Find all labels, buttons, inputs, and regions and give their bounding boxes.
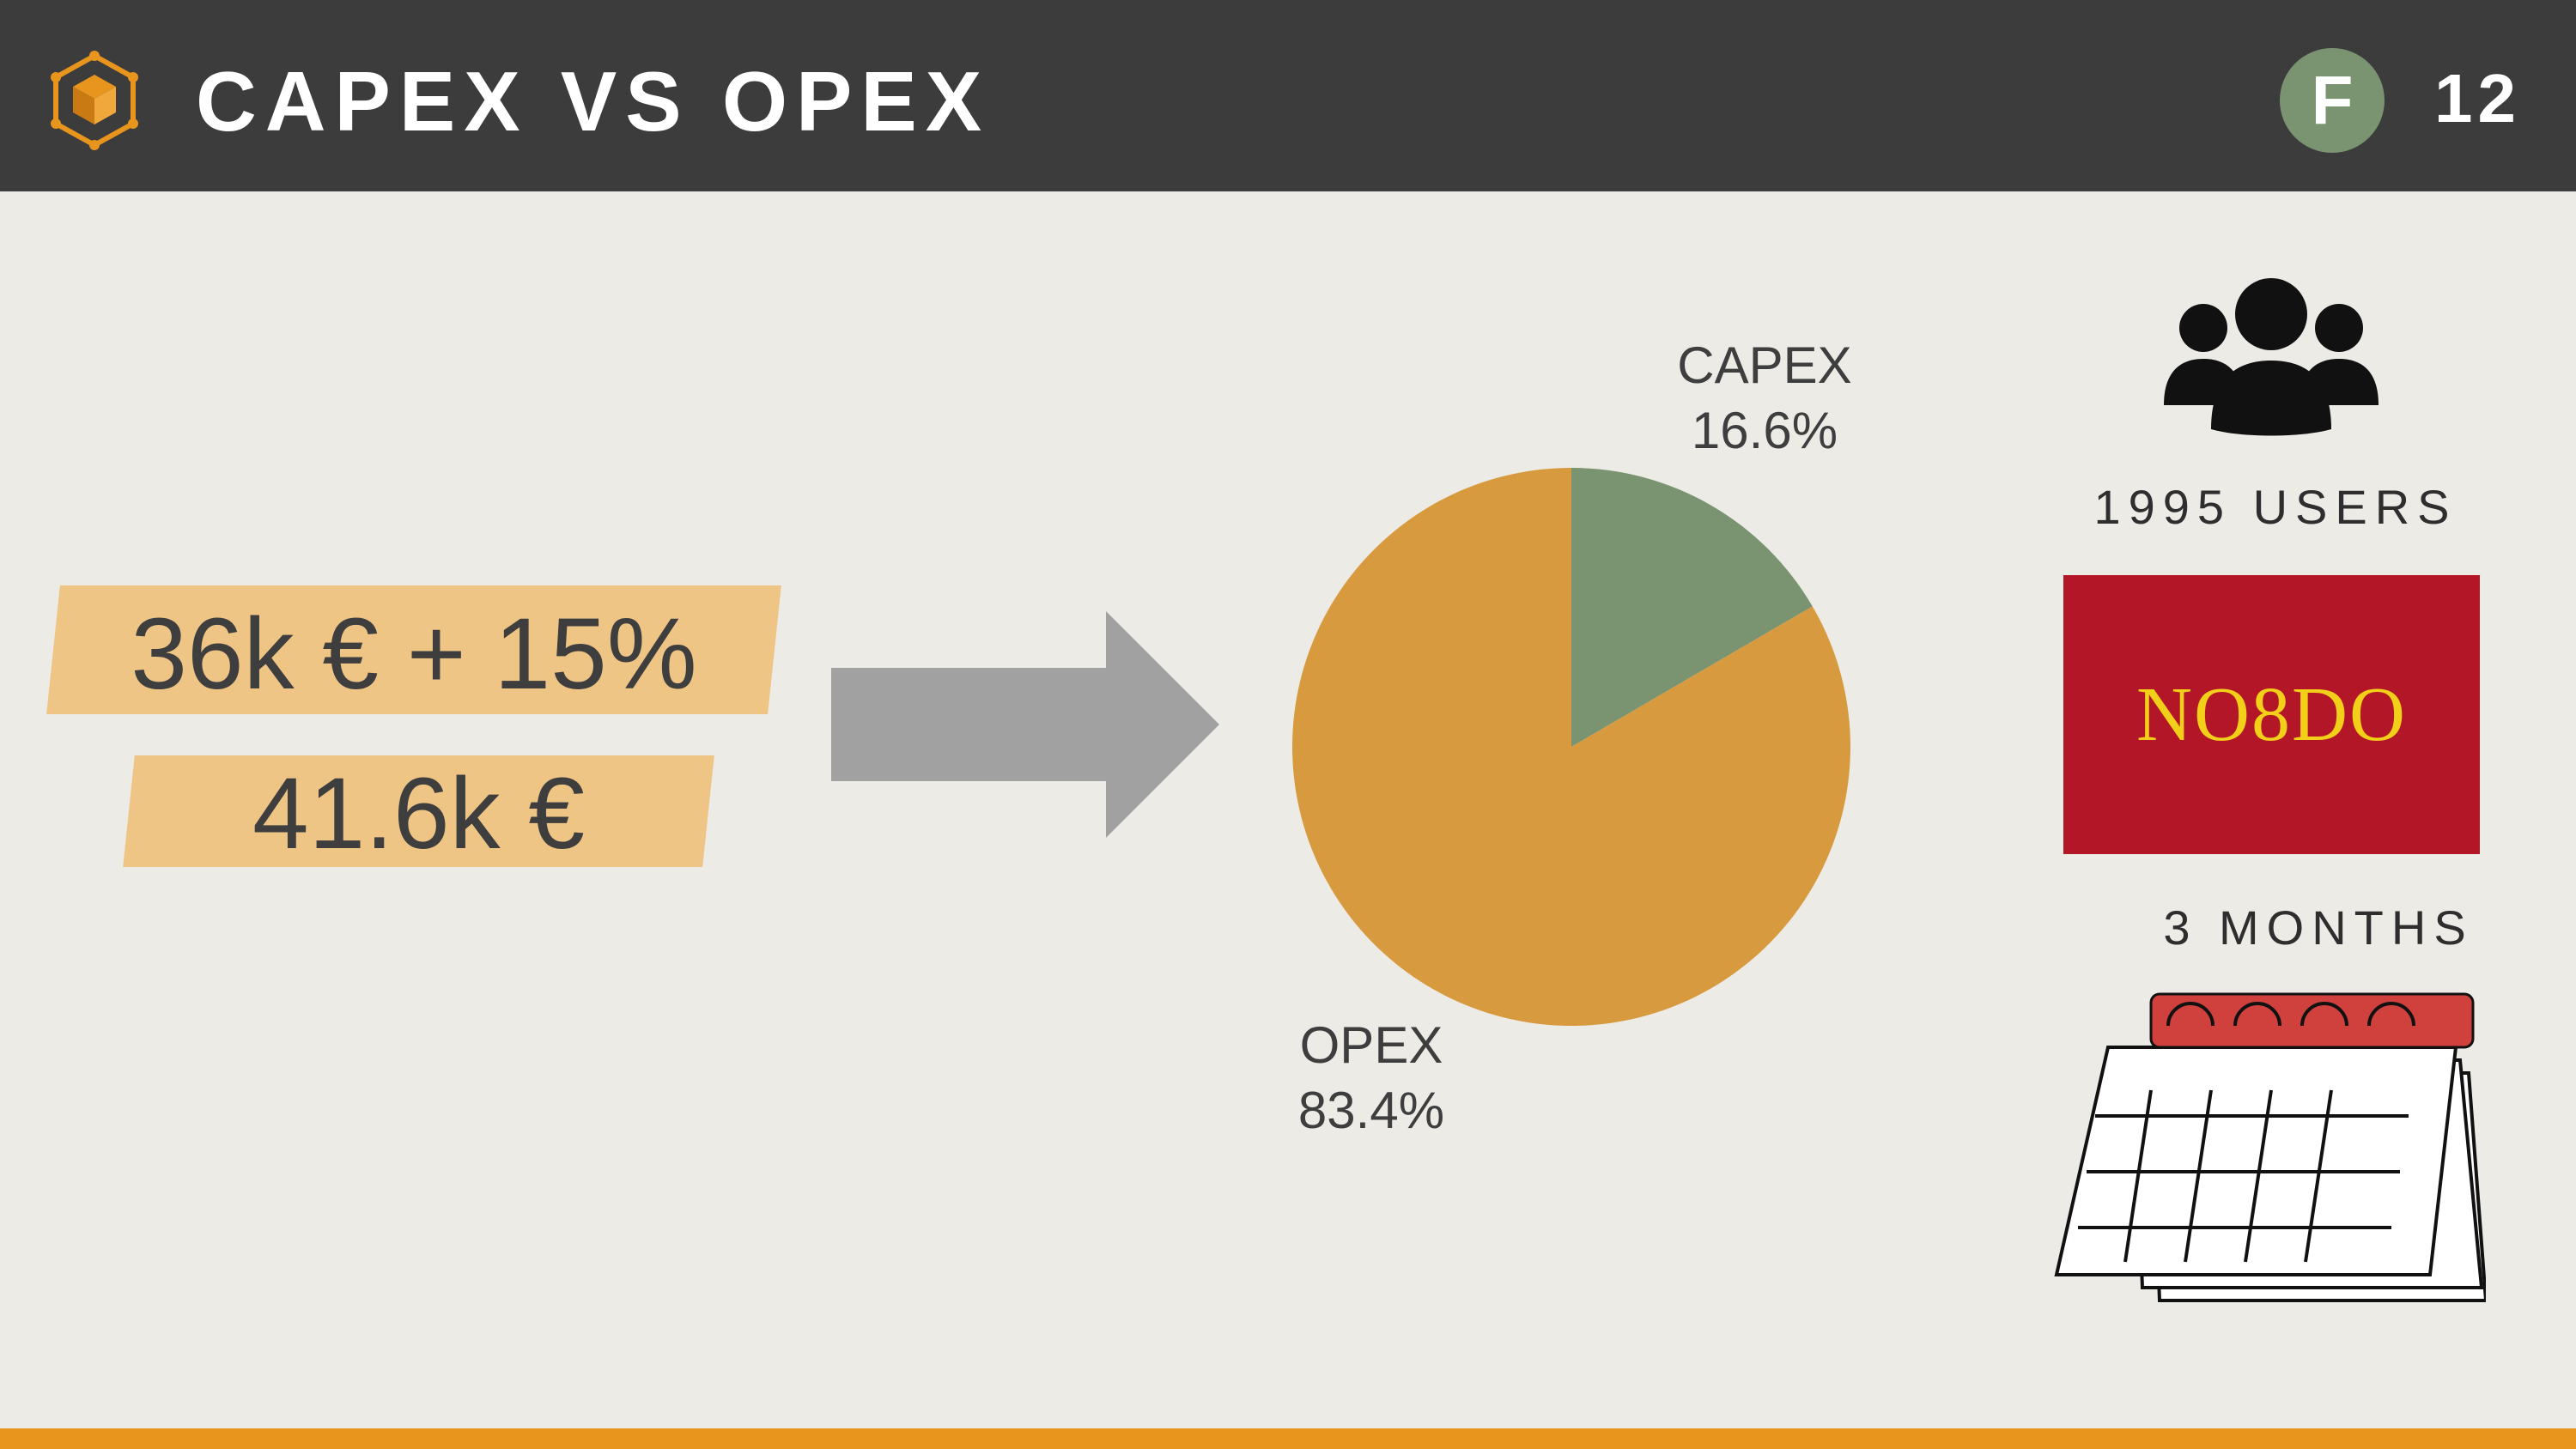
- page-number: 12: [2434, 60, 2521, 136]
- cost-formula: 36k € + 15%: [131, 597, 697, 711]
- pie-label-capex-name: CAPEX: [1677, 336, 1852, 394]
- right-arrow-icon: [831, 611, 1219, 838]
- brand-logo: NO8DO: [2063, 575, 2480, 854]
- brand-text: NO8DO: [2136, 672, 2407, 757]
- hexagon-cube-icon: [51, 51, 138, 150]
- pie-label-capex: CAPEX 16.6%: [1631, 333, 1898, 464]
- section-badge: F: [2280, 48, 2385, 153]
- cost-total: 41.6k €: [252, 757, 586, 870]
- page-title: CAPEX VS OPEX: [196, 54, 991, 149]
- duration-text: 3 MONTHS: [2163, 900, 2474, 955]
- users-group-icon: [2164, 278, 2379, 436]
- pie-chart: [1292, 468, 1850, 1026]
- pie-slice-opex: [1292, 468, 1850, 1026]
- footer-accent-bar: [0, 1428, 2576, 1449]
- pie-label-capex-value: 16.6%: [1691, 402, 1838, 459]
- pie-label-opex-value: 83.4%: [1297, 1082, 1445, 1139]
- pie-label-opex-name: OPEX: [1299, 1016, 1443, 1074]
- pie-slice-capex: [1571, 468, 1813, 747]
- pie-label-opex: OPEX 83.4%: [1255, 1013, 1487, 1143]
- header-bar: CAPEX VS OPEX F 12: [0, 0, 2576, 191]
- users-count: 1995 USERS: [2093, 480, 2458, 534]
- calendar-icon: [2054, 992, 2486, 1302]
